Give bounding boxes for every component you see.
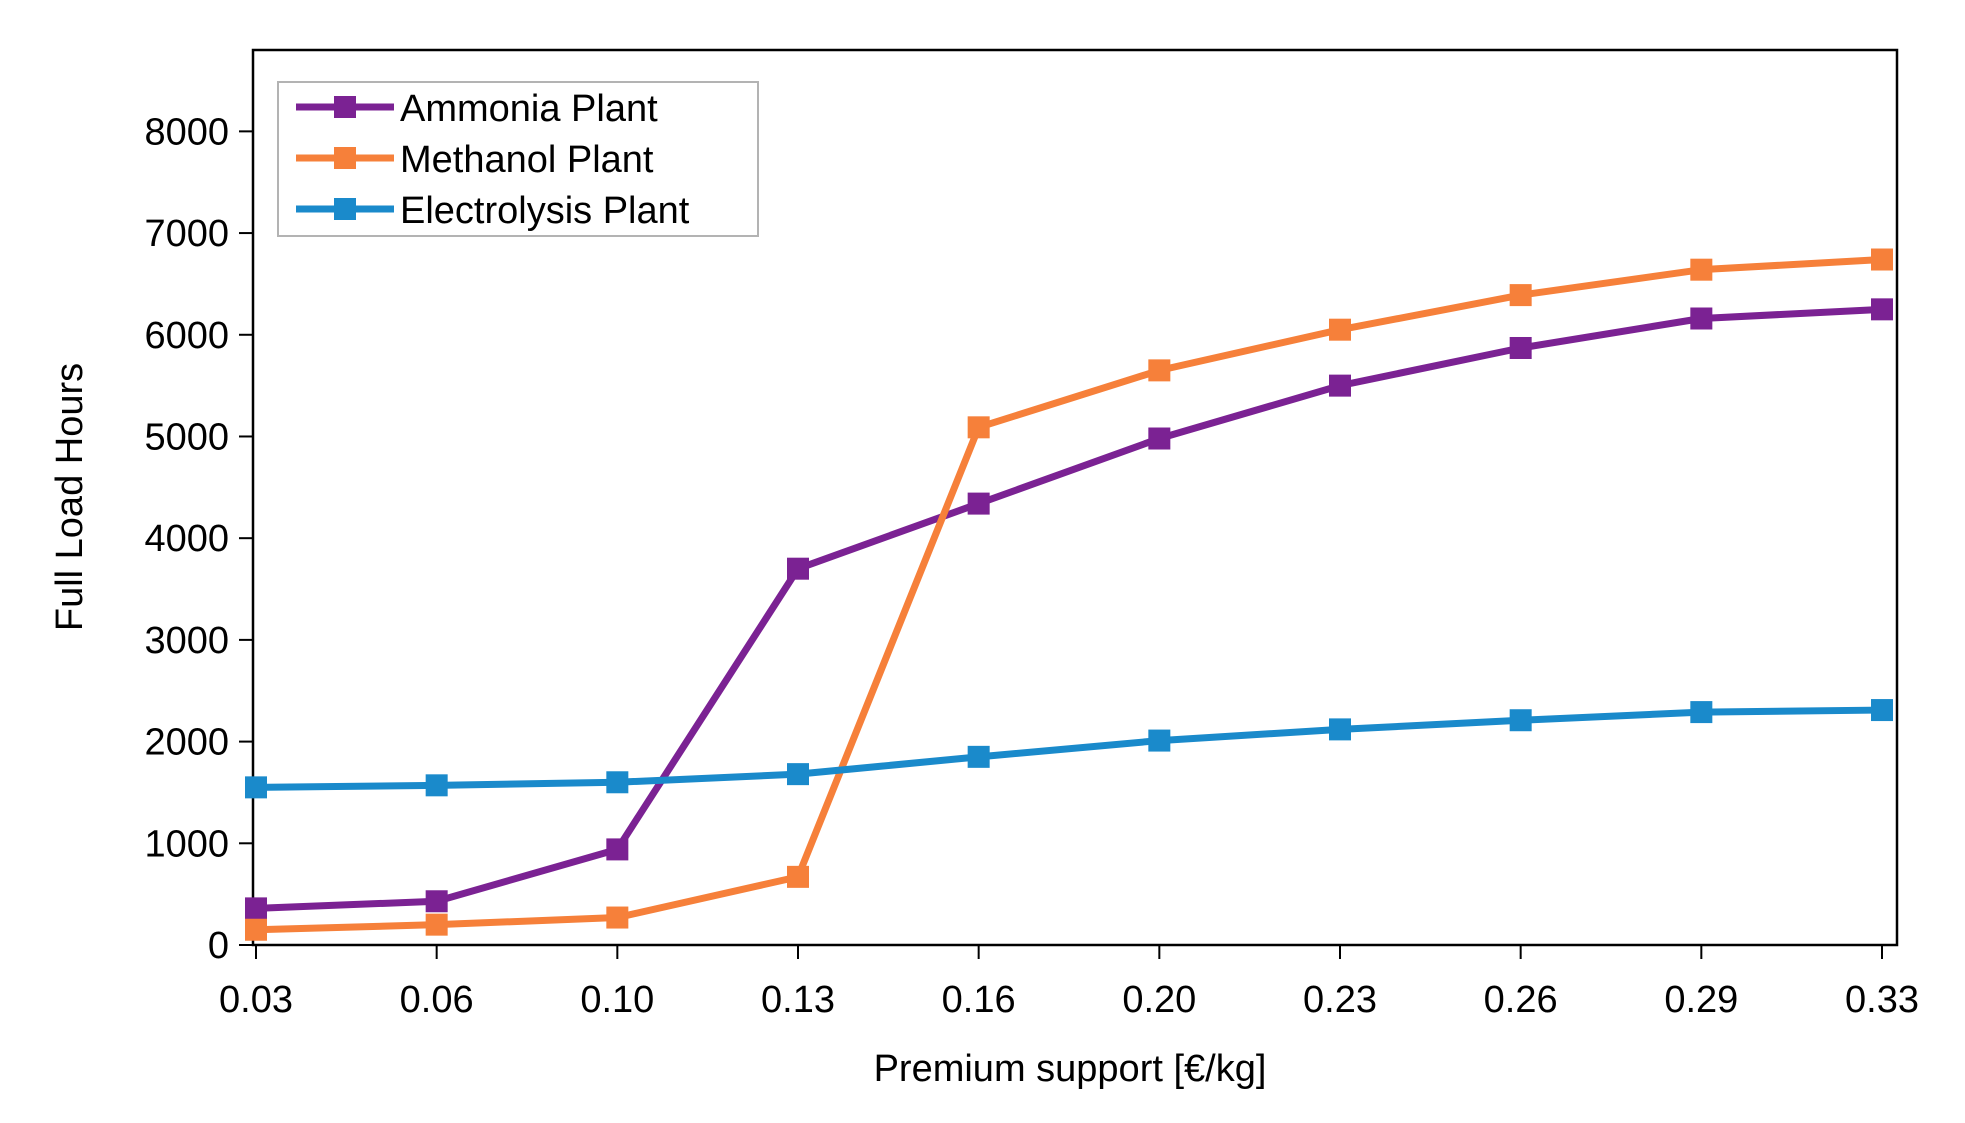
ammonia-plant-marker (606, 838, 629, 861)
plot-area-frame (251, 48, 1899, 947)
y-tick-label: 8000 (144, 111, 229, 153)
electrolysis-plant-marker (606, 771, 629, 794)
electrolysis-plant-marker (1509, 709, 1532, 732)
legend-swatch-ammonia-plant-marker (334, 96, 356, 118)
methanol-plant-line (255, 256, 1883, 934)
legend-label-methanol-plant: Methanol Plant (400, 139, 654, 181)
x-tick-label: 0.06 (400, 979, 474, 1021)
legend-label-electrolysis-plant: Electrolysis Plant (400, 190, 690, 232)
ammonia-plant-marker (787, 557, 809, 580)
y-tick-label: 2000 (144, 722, 229, 764)
x-tick-label: 0.13 (761, 979, 835, 1021)
ammonia-plant-marker (425, 890, 448, 913)
x-tick-label: 0.03 (219, 979, 293, 1021)
x-tick-label: 0.20 (1122, 979, 1196, 1021)
electrolysis-plant-marker (1871, 699, 1893, 722)
x-tick-label: 0.10 (580, 979, 654, 1021)
methanol-plant-marker (1509, 284, 1532, 307)
methanol-plant-marker (425, 913, 448, 936)
methanol-plant-marker (967, 416, 990, 439)
legend-swatch-methanol-plant-marker (334, 147, 356, 169)
y-tick-label: 6000 (144, 315, 229, 357)
ammonia-plant-marker (1329, 374, 1351, 397)
methanol-plant-marker (1329, 318, 1351, 341)
y-tick-label: 0 (208, 925, 229, 967)
methanol-plant-marker (787, 865, 809, 888)
ammonia-plant-marker (245, 897, 267, 920)
y-tick-label: 5000 (144, 416, 229, 458)
ammonia-plant-marker (1871, 298, 1893, 321)
methanol-plant-marker (1690, 258, 1713, 281)
methanol-plant-marker (1871, 248, 1893, 271)
legend: Ammonia Plant Methanol Plant Electrolysis … (277, 81, 759, 237)
methanol-plant-marker (606, 906, 629, 929)
ammonia-plant-marker (1690, 307, 1713, 330)
x-tick-label: 0.26 (1484, 979, 1558, 1021)
electrolysis-plant-marker (787, 763, 809, 786)
y-axis: 0 1000 2000 3000 4000 5000 6000 7000 8000 (144, 111, 253, 967)
x-tick-label: 0.23 (1303, 979, 1377, 1021)
electrolysis-plant-marker (245, 776, 267, 799)
legend-swatch-electrolysis-plant-marker (334, 198, 356, 220)
electrolysis-plant-line (255, 706, 1883, 791)
x-tick-label: 0.33 (1845, 979, 1919, 1021)
methanol-plant-marker (245, 918, 267, 941)
y-tick-label: 7000 (144, 213, 229, 255)
electrolysis-plant-marker (1329, 718, 1351, 741)
y-axis-title: Full Load Hours (49, 363, 91, 631)
series-layer (245, 248, 1893, 941)
y-tick-label: 3000 (144, 620, 229, 662)
x-tick-label: 0.29 (1664, 979, 1738, 1021)
y-tick-label: 4000 (144, 518, 229, 560)
legend-label-ammonia-plant: Ammonia Plant (400, 88, 658, 130)
x-tick-label: 0.16 (942, 979, 1016, 1021)
electrolysis-plant-marker (1148, 729, 1171, 752)
y-tick-label: 1000 (144, 823, 229, 865)
x-axis: 0.03 0.06 0.10 0.13 0.16 0.20 0.23 0.26 0.29 0.33 (219, 945, 1919, 1021)
ammonia-plant-marker (1509, 336, 1532, 359)
ammonia-plant-line (255, 305, 1883, 912)
ammonia-plant-marker (967, 492, 990, 515)
electrolysis-plant-marker (1690, 701, 1713, 724)
methanol-plant-marker (1148, 359, 1171, 382)
electrolysis-plant-marker (967, 745, 990, 768)
x-axis-title: Premium support [€/kg] (874, 1048, 1267, 1090)
electrolysis-plant-marker (425, 774, 448, 797)
ammonia-plant-marker (1148, 427, 1171, 450)
